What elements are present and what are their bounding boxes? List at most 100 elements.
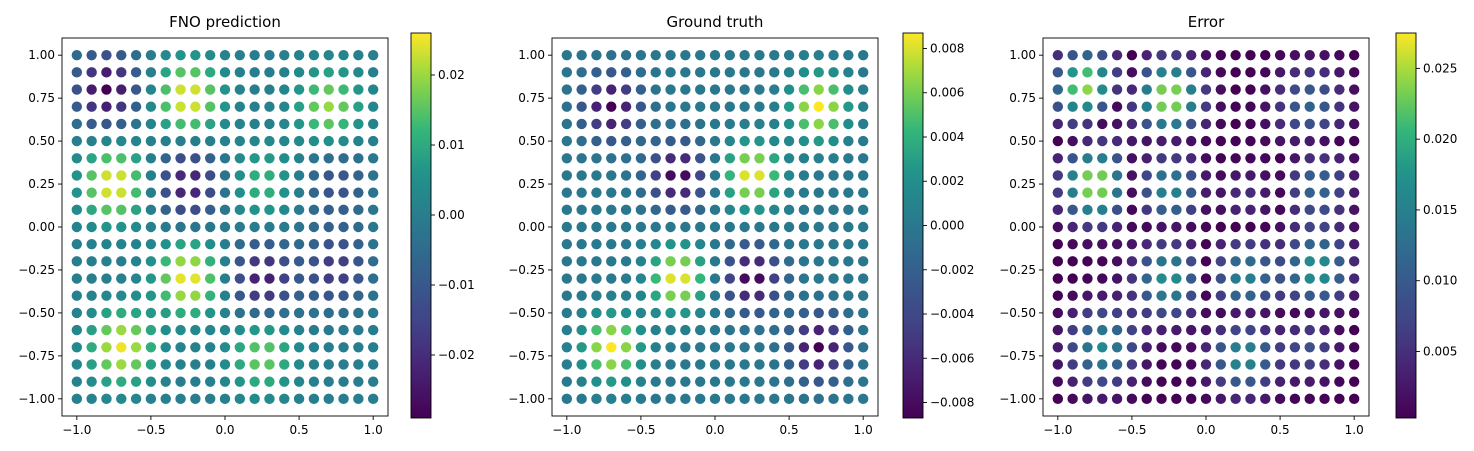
scatter-point — [175, 256, 186, 267]
scatter-point — [576, 153, 587, 164]
scatter-point — [754, 170, 765, 181]
scatter-point — [190, 273, 201, 284]
scatter-point — [1304, 307, 1315, 319]
scatter-point — [1319, 221, 1330, 233]
scatter-point — [843, 256, 854, 267]
scatter-point — [1260, 135, 1271, 147]
scatter-point — [1185, 49, 1197, 61]
scatter-point — [190, 187, 201, 198]
scatter-point — [175, 49, 186, 61]
scatter-point — [561, 118, 573, 130]
scatter-point — [323, 256, 334, 267]
scatter-point — [86, 101, 97, 112]
scatter-point — [798, 67, 810, 78]
scatter-point — [71, 101, 83, 112]
scatter-point — [561, 187, 573, 198]
scatter-point — [367, 393, 379, 405]
scatter-point — [1215, 238, 1227, 250]
colorbar-tick-label: −0.01 — [438, 278, 475, 292]
scatter-point — [561, 170, 573, 181]
y-tick-label: −0.25 — [18, 263, 55, 277]
scatter-point — [1097, 67, 1108, 78]
scatter-point — [116, 376, 127, 387]
scatter-point — [1274, 204, 1286, 216]
scatter-point — [1156, 221, 1167, 233]
scatter-point — [86, 256, 97, 267]
colorbar: 0.025 0.020 0.015 0.010 0.005 — [1395, 32, 1457, 419]
scatter-point — [353, 256, 364, 267]
scatter-point — [1111, 67, 1123, 78]
scatter-point — [1304, 256, 1315, 267]
scatter-point — [1185, 393, 1197, 405]
scatter-point — [828, 170, 839, 181]
scatter-point — [353, 101, 364, 112]
scatter-point — [783, 324, 795, 336]
scatter-point — [116, 153, 127, 164]
scatter-point — [1052, 135, 1064, 147]
scatter-point — [591, 307, 602, 319]
scatter-point — [1260, 376, 1271, 387]
scatter-point — [1319, 118, 1330, 130]
x-tick-label: 1.0 — [364, 423, 383, 437]
scatter-point — [190, 324, 201, 336]
scatter-points — [71, 49, 379, 405]
y-tick-label: 0.75 — [1009, 91, 1036, 105]
scatter-point — [828, 376, 839, 387]
scatter-point — [1304, 135, 1315, 147]
scatter-point — [338, 376, 349, 387]
scatter-point — [175, 238, 186, 250]
scatter-point — [1185, 359, 1197, 370]
scatter-point — [798, 118, 810, 130]
colorbar-tick-label: 0.002 — [930, 174, 964, 188]
scatter-point — [606, 256, 617, 267]
scatter-point — [293, 273, 305, 284]
scatter-point — [1274, 238, 1286, 250]
scatter-point — [709, 256, 721, 267]
scatter-point — [1067, 170, 1078, 181]
scatter-point — [1156, 393, 1167, 405]
scatter-point — [1141, 307, 1152, 319]
scatter-point — [561, 359, 573, 370]
scatter-point — [1126, 238, 1138, 250]
scatter-point — [1200, 221, 1212, 233]
scatter-point — [828, 204, 839, 216]
scatter-point — [1260, 221, 1271, 233]
y-tick-label: 0.25 — [1009, 177, 1036, 191]
scatter-point — [86, 221, 97, 233]
scatter-point — [71, 342, 83, 353]
scatter-point — [234, 153, 246, 164]
scatter-point — [857, 187, 869, 198]
scatter-point — [724, 342, 736, 353]
scatter-point — [1156, 135, 1167, 147]
scatter-point — [1274, 153, 1286, 164]
scatter-point — [724, 290, 736, 301]
scatter-point — [665, 153, 676, 164]
scatter-point — [1289, 342, 1301, 353]
scatter-point — [249, 256, 260, 267]
scatter-point — [101, 118, 112, 130]
scatter-point — [86, 153, 97, 164]
scatter-point — [1185, 324, 1197, 336]
scatter-point — [1334, 324, 1345, 336]
scatter-point — [338, 342, 349, 353]
scatter-point — [694, 393, 706, 405]
y-tick-label: −0.75 — [999, 349, 1036, 363]
scatter-point — [857, 118, 869, 130]
scatter-point — [739, 187, 750, 198]
scatter-point — [591, 359, 602, 370]
scatter-point — [279, 204, 290, 216]
scatter-point — [1215, 84, 1227, 95]
scatter-point — [843, 101, 854, 112]
scatter-point — [1274, 290, 1286, 301]
scatter-point — [293, 342, 305, 353]
scatter-point — [724, 187, 736, 198]
scatter-point — [739, 376, 750, 387]
scatter-point — [116, 290, 127, 301]
scatter-point — [1200, 187, 1212, 198]
scatter-point — [1245, 204, 1256, 216]
scatter-point — [1111, 324, 1123, 336]
scatter-point — [130, 84, 142, 95]
scatter-point — [754, 135, 765, 147]
scatter-point — [561, 135, 573, 147]
scatter-point — [234, 84, 246, 95]
